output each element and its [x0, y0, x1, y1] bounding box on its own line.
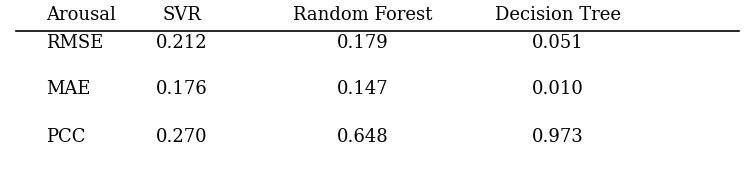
Text: 0.179: 0.179: [337, 34, 388, 52]
Text: RMSE: RMSE: [47, 34, 104, 52]
Text: 0.051: 0.051: [532, 34, 584, 52]
Text: 0.010: 0.010: [532, 79, 584, 98]
Text: Decision Tree: Decision Tree: [495, 6, 621, 24]
Text: 0.147: 0.147: [337, 79, 388, 98]
Text: 0.648: 0.648: [337, 128, 388, 146]
Text: 0.176: 0.176: [156, 79, 208, 98]
Text: Arousal: Arousal: [47, 6, 116, 24]
Text: 0.270: 0.270: [156, 128, 208, 146]
Text: 0.212: 0.212: [156, 34, 208, 52]
Text: PCC: PCC: [47, 128, 86, 146]
Text: SVR: SVR: [162, 6, 202, 24]
Text: 0.973: 0.973: [532, 128, 584, 146]
Text: MAE: MAE: [47, 79, 91, 98]
Text: Random Forest: Random Forest: [293, 6, 432, 24]
